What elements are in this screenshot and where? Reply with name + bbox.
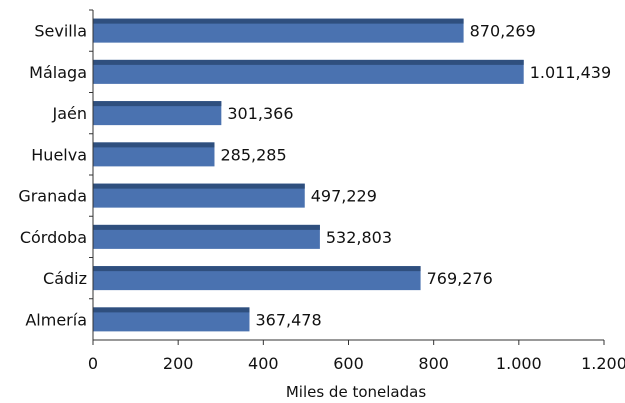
value-label: 497,229 xyxy=(311,187,377,206)
x-tick-label: 600 xyxy=(333,354,364,373)
x-tick-label: 1.200 xyxy=(581,354,625,373)
value-label: 532,803 xyxy=(326,228,392,247)
value-label: 285,285 xyxy=(220,145,286,164)
bar xyxy=(93,18,464,43)
category-label: Almería xyxy=(25,310,87,329)
bar-top-shade xyxy=(93,18,464,24)
category-label: Jaén xyxy=(51,104,87,123)
bar-top-shade xyxy=(93,224,320,230)
value-label: 367,478 xyxy=(255,310,321,329)
category-label: Córdoba xyxy=(20,228,87,247)
x-axis-title: Miles de toneladas xyxy=(286,383,426,401)
category-label: Huelva xyxy=(31,145,87,164)
x-tick-label: 0 xyxy=(88,354,98,373)
bar-top-shade xyxy=(93,142,215,148)
x-axis-ticks: 0 200 400 600 800 1.000 1.200 xyxy=(88,9,625,373)
value-label: 1.011,439 xyxy=(530,63,611,82)
value-label: 301,366 xyxy=(227,104,293,123)
bar-top-shade xyxy=(93,266,421,272)
x-tick-label: 800 xyxy=(418,354,449,373)
category-label: Granada xyxy=(18,187,87,206)
value-label: 870,269 xyxy=(470,22,536,41)
category-labels: Sevilla Málaga Jaén Huelva Granada Córdoba Cád… xyxy=(18,22,87,330)
x-tick-label: 1.000 xyxy=(496,354,542,373)
bar-top-shade xyxy=(93,101,222,107)
category-label: Sevilla xyxy=(34,22,87,41)
category-label: Cádiz xyxy=(43,269,87,288)
bars-group xyxy=(93,18,524,332)
value-label: 769,276 xyxy=(427,269,493,288)
bar-top-shade xyxy=(93,183,305,189)
bar-top-shade xyxy=(93,307,250,313)
category-label: Málaga xyxy=(29,63,87,82)
value-labels: 870,269 1.011,439 301,366 285,285 497,229 532… xyxy=(220,22,611,330)
x-tick-label: 400 xyxy=(248,354,279,373)
bar-top-shade xyxy=(93,59,524,65)
x-tick-label: 200 xyxy=(163,354,194,373)
